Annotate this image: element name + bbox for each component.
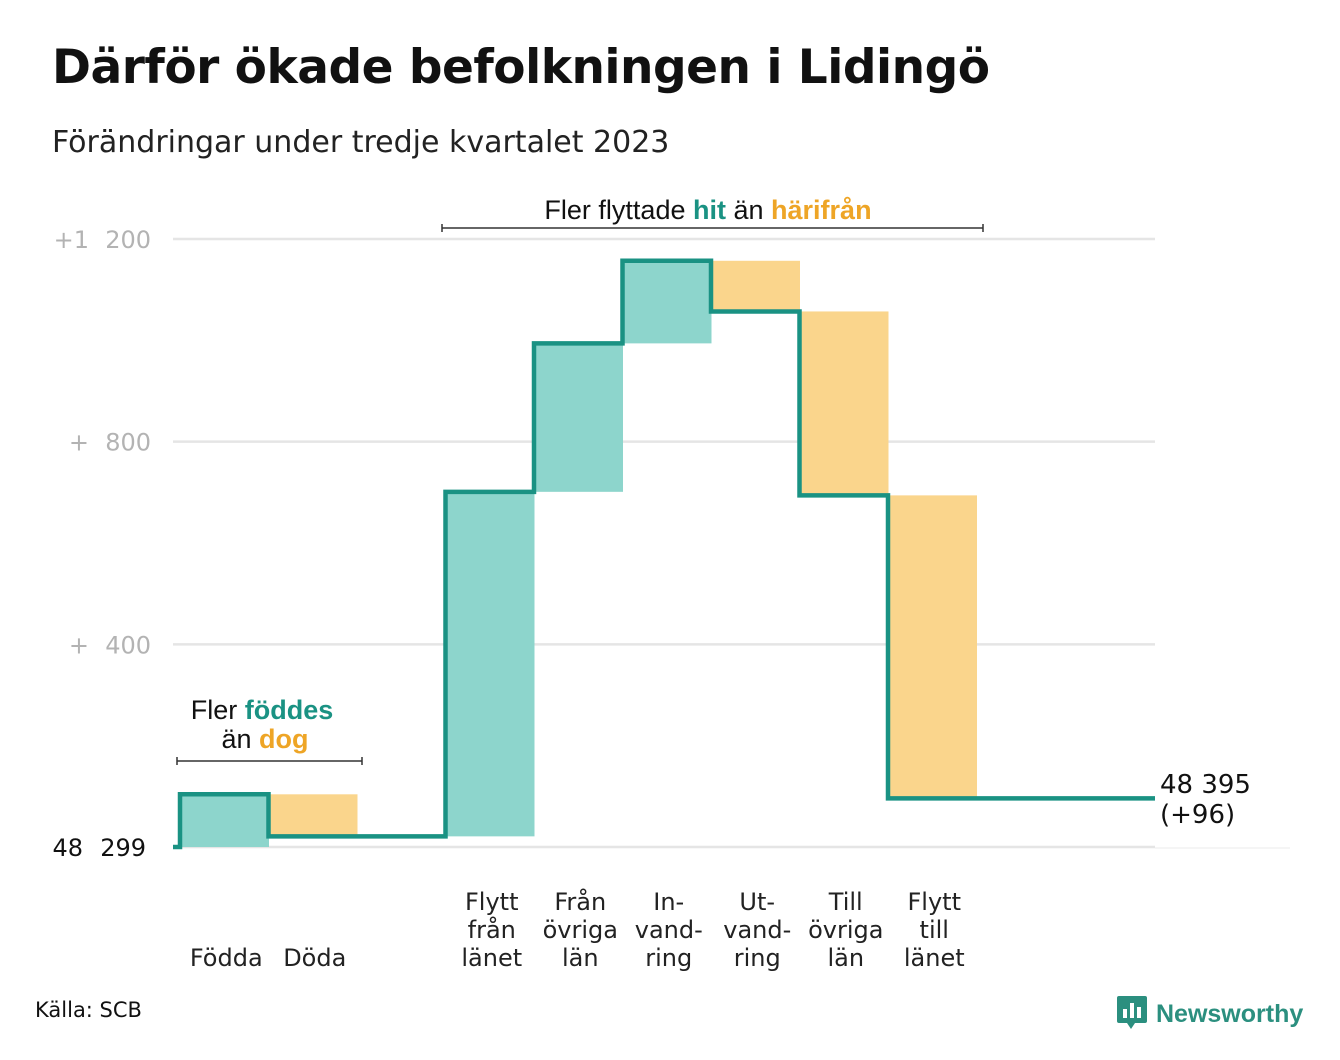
start-value-label: 48 (52, 834, 83, 862)
y-tick-label-1200: 200 (105, 226, 151, 254)
annotation-births-line1: Fler föddes (191, 695, 334, 725)
bar-0 (181, 794, 269, 847)
annotation-births-bracket (176, 757, 363, 765)
category-label-5: In- (653, 888, 684, 916)
category-label-6: vand- (723, 916, 791, 944)
y-tick-label-800: 800 (105, 429, 151, 457)
bar-7 (800, 311, 889, 496)
newsworthy-logo-icon (1116, 994, 1148, 1034)
annotation-births-line2: än dog (221, 724, 308, 754)
category-label-5: vand- (635, 916, 703, 944)
category-label-3: från (468, 915, 516, 944)
annotation-migration: Fler flyttade hit än härifrån (544, 195, 871, 225)
annotation-migration-bracket (441, 224, 984, 232)
category-label-8: till (920, 916, 949, 944)
category-label-4: övriga (543, 916, 618, 944)
end-value-change-label: (+96) (1160, 800, 1235, 830)
y-tick-label-400: 400 (105, 631, 151, 659)
category-label-6: ring (734, 944, 781, 972)
category-label-4: län (562, 944, 599, 972)
category-label-6: Ut- (739, 888, 775, 916)
brand-name: Newsworthy (1156, 999, 1304, 1028)
y-tick-label-800: + (69, 429, 89, 457)
y-tick-label-400: + (69, 631, 89, 659)
category-label-5: ring (645, 944, 692, 972)
bar-6 (712, 260, 800, 312)
y-tick-label-1200: +1 (54, 226, 89, 254)
category-label-7: övriga (808, 916, 883, 944)
category-label-1: Döda (283, 944, 346, 972)
end-value-label: 48 395 (1160, 770, 1251, 800)
bar-1 (269, 794, 358, 837)
chart-subtitle: Förändringar under tredje kvartalet 2023 (52, 125, 670, 160)
chart-title: Därför ökade befolkningen i Lidingö (52, 40, 990, 95)
bar-3 (446, 491, 535, 837)
source-note: Källa: SCB (35, 998, 142, 1022)
category-label-7: Till (828, 888, 863, 916)
bar-5 (623, 260, 712, 344)
category-label-0: Födda (190, 944, 263, 972)
category-label-7: län (827, 944, 864, 972)
category-label-8: Flytt (908, 888, 962, 916)
category-label-3: Flytt (465, 888, 519, 916)
cumulative-step-line (173, 258, 1155, 850)
start-value-label: 299 (100, 834, 146, 862)
category-label-3: länet (461, 944, 522, 972)
bar-4 (535, 343, 623, 492)
category-label-4: Från (554, 887, 606, 916)
brand[interactable]: Newsworthy (1116, 994, 1303, 1034)
bar-8 (889, 495, 977, 799)
category-label-8: länet (904, 944, 965, 972)
